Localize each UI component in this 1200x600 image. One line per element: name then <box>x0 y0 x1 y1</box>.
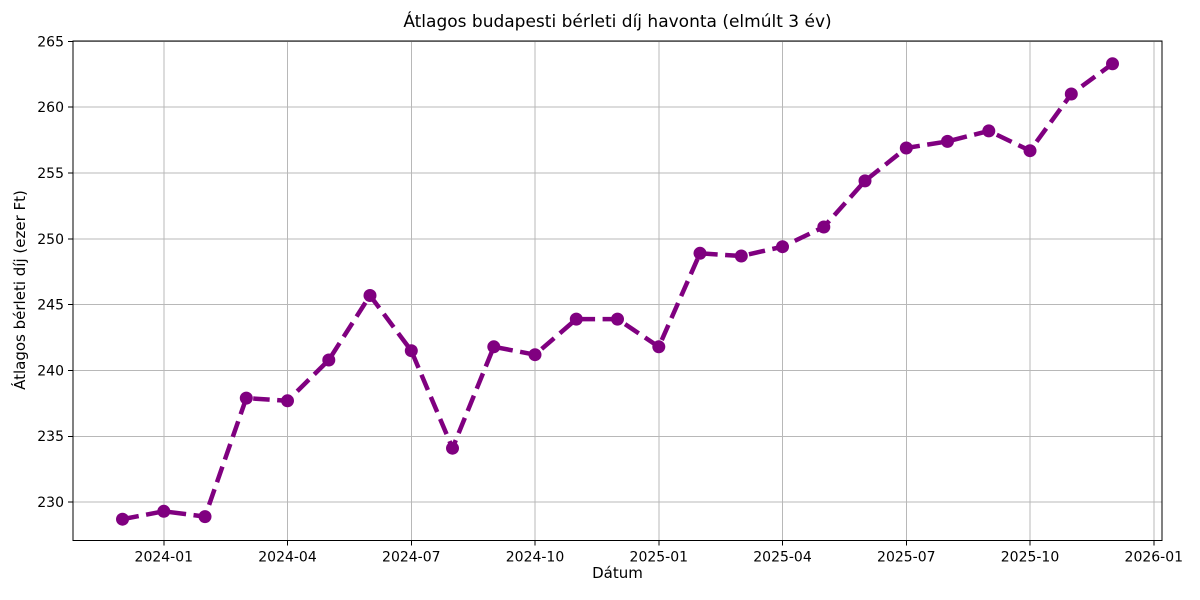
x-tick-label: 2024-07 <box>382 549 441 565</box>
y-tick-label: 245 <box>37 298 64 314</box>
data-point-marker <box>281 394 294 408</box>
x-tick-label: 2025-01 <box>630 549 689 565</box>
y-tick-label: 255 <box>37 166 64 182</box>
x-tick-label: 2026-01 <box>1125 549 1184 565</box>
data-point-marker <box>528 348 542 362</box>
data-point-marker <box>198 510 212 524</box>
data-point-marker <box>487 340 501 354</box>
data-point-marker <box>446 441 459 455</box>
data-point-marker <box>652 340 666 354</box>
y-axis-label: Átlagos bérleti díj (ezer Ft) <box>11 190 29 390</box>
data-point-marker <box>239 391 253 405</box>
data-point-marker <box>982 124 996 138</box>
data-point-marker <box>116 512 129 526</box>
data-point-marker <box>858 174 872 188</box>
data-point-marker <box>1023 144 1037 158</box>
y-tick-label: 250 <box>37 232 64 248</box>
chart-title: Átlagos budapesti bérleti díj havonta (e… <box>403 12 832 32</box>
data-point-marker <box>817 220 831 234</box>
data-point-marker <box>941 134 954 148</box>
data-point-marker <box>776 240 789 254</box>
x-tick-label: 2025-04 <box>753 549 812 565</box>
y-tick-label: 235 <box>37 429 64 445</box>
series-line <box>122 61 1114 522</box>
x-tick-label: 2024-01 <box>135 549 194 565</box>
plot-border <box>72 40 1163 541</box>
x-tick-label: 2024-10 <box>506 549 565 565</box>
x-tick-label: 2024-04 <box>258 549 317 565</box>
x-tick-label: 2025-07 <box>877 549 936 565</box>
y-tick-label: 265 <box>37 34 64 50</box>
x-axis-label: Dátum <box>592 564 643 582</box>
data-point-marker <box>899 141 913 155</box>
data-point-marker <box>734 249 748 263</box>
data-point-marker <box>569 312 583 326</box>
data-point-marker <box>157 504 171 518</box>
y-tick-label: 230 <box>37 495 64 511</box>
data-point-marker <box>363 289 377 302</box>
data-point-marker <box>322 353 336 367</box>
data-point-marker <box>693 246 707 260</box>
y-tick-label: 240 <box>37 363 64 379</box>
data-point-marker <box>1106 57 1119 71</box>
x-tick-label: 2025-10 <box>1001 549 1060 565</box>
y-tick-label: 260 <box>37 100 64 116</box>
data-point-marker <box>611 312 624 326</box>
data-point-marker <box>1064 87 1078 101</box>
data-point-marker <box>404 344 418 358</box>
